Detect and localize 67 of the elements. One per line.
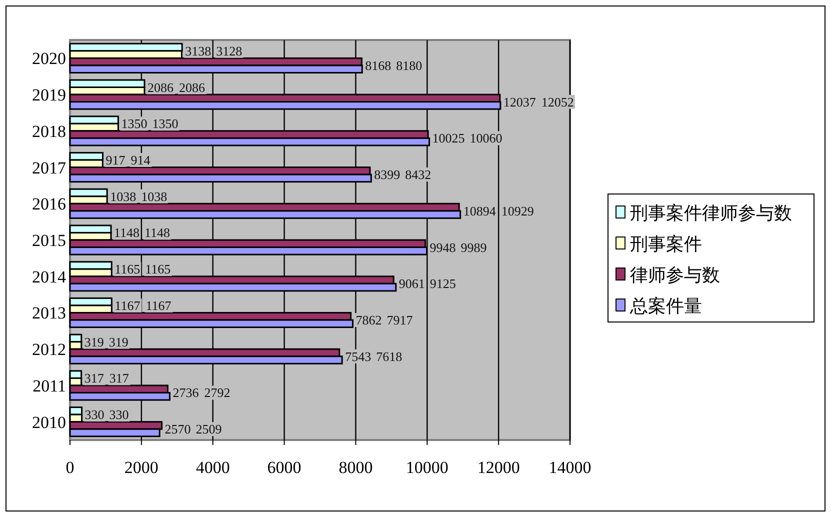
x-tick-label: 0 bbox=[66, 458, 74, 477]
data-label: 1165 bbox=[145, 262, 171, 277]
data-label: 319 bbox=[108, 334, 128, 350]
legend-label: 总案件量 bbox=[629, 296, 702, 317]
y-tick-label: 2019 bbox=[32, 86, 66, 105]
data-label: 2570 bbox=[164, 422, 191, 437]
data-label: 1148 bbox=[144, 225, 170, 240]
data-label: 1167 bbox=[146, 298, 172, 313]
data-label: 8180 bbox=[396, 58, 422, 73]
y-tick-label: 2011 bbox=[32, 376, 66, 396]
data-label: 8168 bbox=[365, 58, 392, 73]
x-tick-label: 10000 bbox=[406, 458, 448, 477]
data-label: 2792 bbox=[204, 385, 230, 400]
data-label: 2736 bbox=[172, 385, 199, 400]
data-label: 9125 bbox=[430, 276, 456, 292]
data-label: 1165 bbox=[114, 262, 140, 277]
data-label: 1167 bbox=[114, 298, 140, 313]
legend-label: 刑事案件 bbox=[630, 234, 702, 255]
legend-label: 律师参与数 bbox=[630, 265, 720, 286]
data-label: 330 bbox=[84, 407, 104, 422]
y-tick-label: 2018 bbox=[32, 122, 66, 141]
x-tick-label: 6000 bbox=[267, 458, 302, 477]
data-label: 12052 bbox=[541, 94, 574, 110]
data-label: 12037 bbox=[503, 94, 536, 110]
data-label: 9989 bbox=[460, 240, 487, 255]
y-tick-label: 2013 bbox=[32, 304, 66, 323]
x-tick-label: 12000 bbox=[477, 458, 520, 477]
data-label: 330 bbox=[109, 407, 129, 422]
data-label: 2086 bbox=[148, 80, 174, 95]
data-label: 7917 bbox=[386, 312, 413, 328]
data-label: 1350 bbox=[121, 116, 148, 132]
data-label: 2086 bbox=[179, 80, 205, 95]
data-label: 10929 bbox=[501, 203, 534, 218]
y-tick-label: 2014 bbox=[32, 267, 66, 286]
x-tick-label: 14000 bbox=[548, 458, 592, 477]
data-label: 914 bbox=[130, 152, 150, 168]
data-label: 317 bbox=[84, 370, 104, 386]
data-label: 1148 bbox=[114, 225, 140, 240]
data-label: 10025 bbox=[432, 130, 465, 146]
data-label: 9948 bbox=[430, 240, 456, 255]
data-label: 317 bbox=[109, 370, 129, 386]
data-label: 917 bbox=[106, 152, 126, 168]
data-label: 10060 bbox=[470, 130, 502, 146]
data-label: 7618 bbox=[376, 348, 402, 364]
y-tick-label: 2017 bbox=[32, 158, 66, 178]
legend-label: 刑事案件律师参与数 bbox=[630, 203, 792, 224]
x-tick-label: 8000 bbox=[338, 458, 373, 477]
data-label: 9061 bbox=[398, 276, 425, 292]
data-label: 1038 bbox=[110, 188, 136, 204]
data-label: 10894 bbox=[463, 203, 496, 218]
data-label: 8399 bbox=[374, 167, 400, 182]
x-tick-label: 4000 bbox=[196, 458, 230, 477]
y-tick-label: 2012 bbox=[32, 340, 66, 360]
y-tick-label: 2020 bbox=[32, 49, 66, 68]
data-label: 1038 bbox=[141, 188, 168, 204]
y-tick-label: 2015 bbox=[32, 231, 66, 250]
data-label: 1350 bbox=[152, 116, 178, 132]
data-label: 3138 bbox=[185, 43, 212, 58]
data-label: 2509 bbox=[196, 422, 222, 437]
y-tick-label: 2010 bbox=[32, 412, 66, 432]
data-label: 7543 bbox=[345, 348, 372, 364]
data-label: 8432 bbox=[405, 167, 432, 182]
x-tick-label: 2000 bbox=[124, 458, 158, 477]
data-label: 7862 bbox=[356, 312, 382, 328]
data-label: 3128 bbox=[216, 43, 242, 58]
data-label: 319 bbox=[84, 334, 104, 350]
y-tick-label: 2016 bbox=[32, 194, 66, 214]
